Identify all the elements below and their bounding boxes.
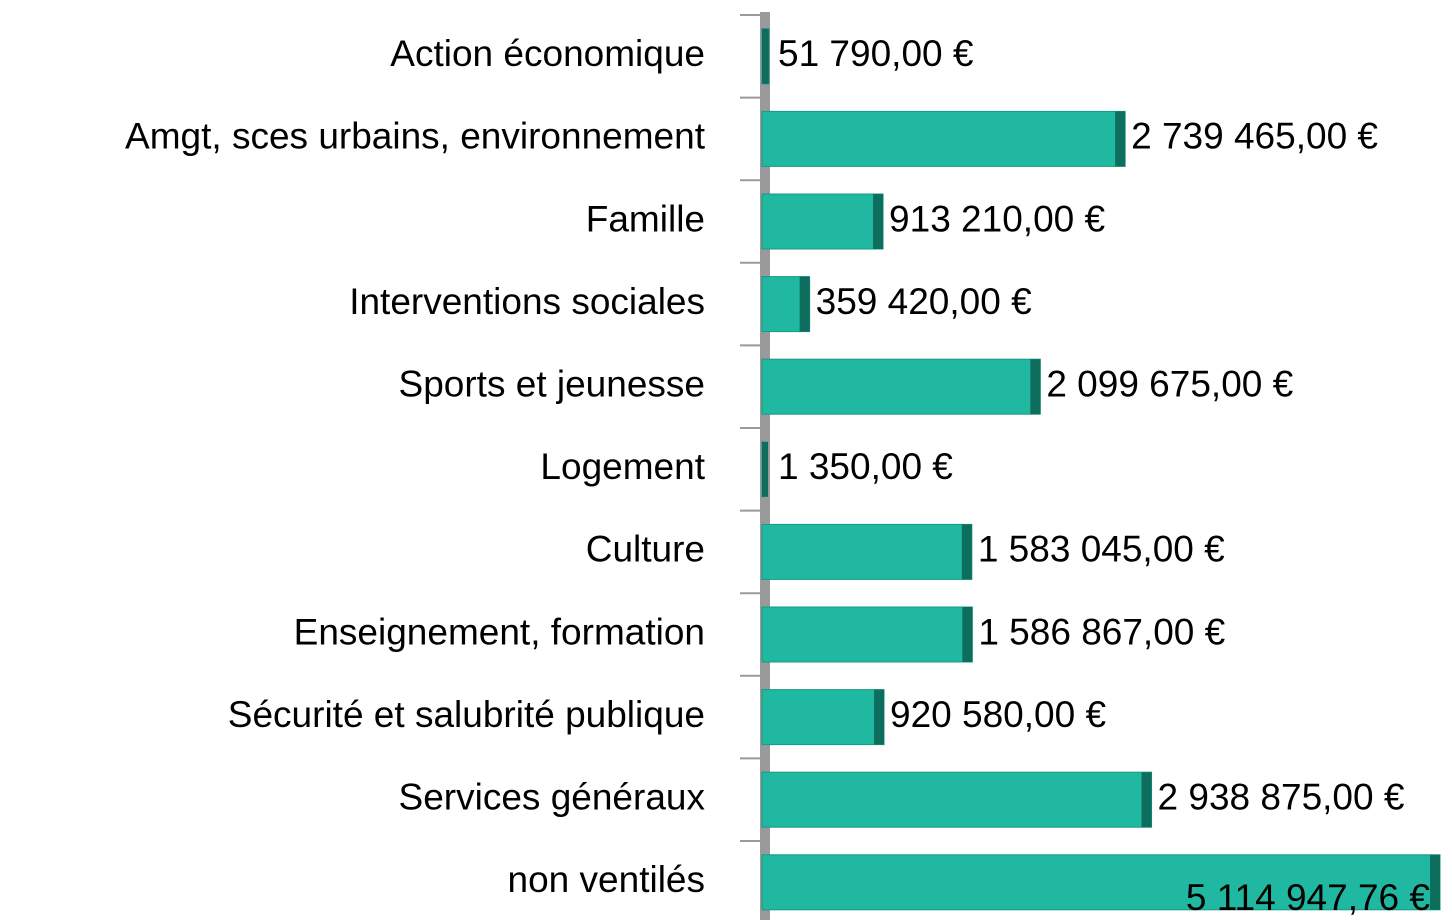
category-label: Services généraux (399, 776, 706, 817)
bar (761, 689, 885, 746)
category-label: Sécurité et salubrité publique (228, 694, 705, 735)
bar-cap (762, 441, 768, 497)
bar (761, 358, 1041, 415)
value-label: 1 586 867,00 € (978, 611, 1225, 652)
category-label: Action économique (390, 33, 705, 74)
category-label: Culture (586, 529, 705, 570)
bar-cap (1115, 111, 1126, 167)
category-label: Sports et jeunesse (399, 363, 705, 404)
bar (761, 523, 973, 580)
bar-cap (1430, 854, 1440, 910)
category-label: Enseignement, formation (294, 611, 705, 652)
bar (761, 110, 1126, 167)
bar-cap (762, 28, 769, 84)
bar-cap (799, 276, 810, 332)
value-label: 2 938 875,00 € (1158, 776, 1405, 817)
category-label: Amgt, sces urbains, environnement (125, 116, 706, 157)
value-label: 1 350,00 € (778, 446, 953, 487)
bar-cap (1141, 772, 1152, 828)
value-label: 51 790,00 € (778, 33, 974, 74)
value-label: 359 420,00 € (816, 281, 1032, 322)
bar-cap (961, 524, 972, 580)
category-label: Logement (540, 446, 705, 487)
value-label: 2 739 465,00 € (1131, 116, 1378, 157)
category-label: Famille (586, 198, 705, 239)
value-label: 920 580,00 € (890, 694, 1106, 735)
bar-cap (873, 194, 884, 249)
value-label: 913 210,00 € (889, 198, 1105, 239)
category-label: non ventilés (508, 859, 705, 900)
bar (761, 193, 884, 250)
bar (761, 771, 1153, 828)
value-label: 1 583 045,00 € (978, 529, 1225, 570)
bar (761, 606, 973, 663)
value-label: 2 099 675,00 € (1046, 363, 1293, 404)
category-label: Interventions sociales (349, 281, 705, 322)
bar-cap (874, 689, 885, 745)
bar (761, 854, 1441, 911)
bar-cap (962, 607, 973, 662)
bar-cap (1030, 359, 1041, 415)
value-label: 5 114 947,76 € (1186, 877, 1431, 918)
